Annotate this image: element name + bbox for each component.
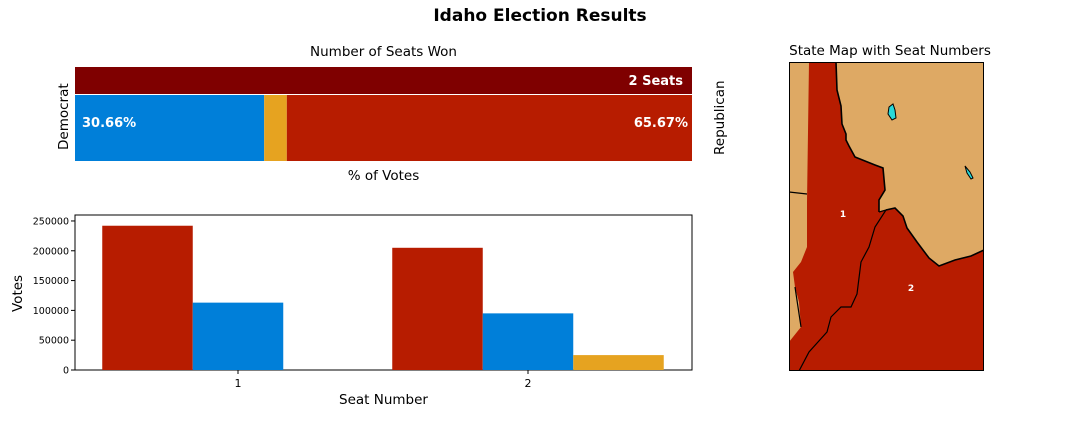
y-tick-label: 0 bbox=[63, 366, 69, 377]
republican-share-label: 65.67% bbox=[634, 116, 688, 131]
votes-bar-seat2-series1 bbox=[392, 247, 483, 370]
y-tick-label: 50000 bbox=[39, 336, 69, 347]
x-tick-label: 1 bbox=[235, 377, 242, 390]
vote-share-democrat-segment bbox=[75, 95, 265, 161]
district-2-region bbox=[799, 208, 984, 371]
y-tick-label: 200000 bbox=[33, 246, 69, 257]
vote-share-republican-segment bbox=[286, 95, 692, 161]
votes-bar-seat1-series1 bbox=[102, 225, 193, 370]
district-1-region bbox=[789, 62, 886, 371]
seats-chart-xlabel: % of Votes bbox=[347, 168, 420, 184]
votes-chart-ylabel: Votes bbox=[10, 274, 26, 312]
seat-bar-label: 2 Seats bbox=[629, 74, 684, 89]
region-border-west bbox=[789, 191, 808, 328]
votes-bar-seat2-series3 bbox=[573, 355, 664, 370]
votes-chart-xlabel: Seat Number bbox=[339, 392, 428, 408]
river-icon bbox=[964, 165, 974, 180]
figure-title: Idaho Election Results bbox=[433, 6, 647, 26]
district-boundary bbox=[798, 208, 888, 371]
votes-bar-seat2-series2 bbox=[482, 313, 574, 370]
democrat-share-label: 30.66% bbox=[82, 116, 136, 131]
state-map: 1 2 bbox=[789, 62, 984, 371]
y-tick-label: 250000 bbox=[33, 216, 69, 227]
map-frame bbox=[789, 62, 984, 371]
votes-plot-frame bbox=[74, 214, 693, 371]
x-tick-label: 2 bbox=[525, 377, 532, 390]
seats-chart-title: Number of Seats Won bbox=[310, 44, 457, 60]
seat-bar bbox=[75, 67, 692, 94]
vote-share-other-segment bbox=[264, 95, 287, 161]
y-tick-label: 150000 bbox=[33, 276, 69, 287]
district-2-label: 2 bbox=[908, 284, 914, 294]
state-border bbox=[809, 62, 984, 267]
y-tick-label: 100000 bbox=[33, 306, 69, 317]
district-1-label: 1 bbox=[840, 210, 846, 220]
lake-icon bbox=[887, 103, 897, 121]
map-title: State Map with Seat Numbers bbox=[789, 43, 991, 59]
votes-bar-seat1-series2 bbox=[192, 302, 284, 370]
